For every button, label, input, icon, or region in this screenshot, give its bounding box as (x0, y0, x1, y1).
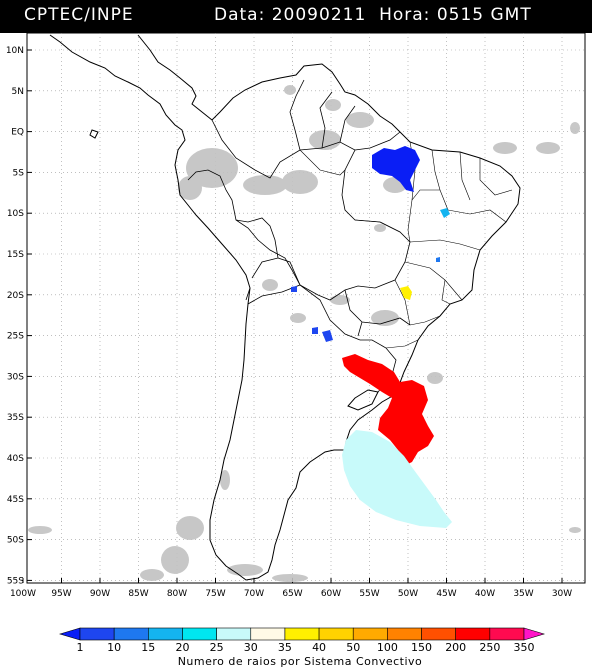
hour-value: 0515 (436, 5, 485, 25)
lat-label: 30S (7, 372, 24, 382)
date-time-label: Data: 20090211 Hora: 0515 GMT (214, 5, 532, 25)
lat-label: 15S (7, 250, 24, 260)
map-frame (26, 32, 586, 584)
date-value: 20090211 (271, 5, 367, 25)
lat-label: 55S (7, 576, 24, 586)
legend-caption: Numero de raios por Sistema Convectivo (177, 655, 423, 668)
legend-tick-label: 250 (479, 641, 500, 654)
legend-tick-label: 25 (210, 641, 224, 654)
lon-label: 100W (10, 589, 36, 599)
legend-tick-label: 100 (377, 641, 398, 654)
legend-tick-label: 200 (445, 641, 466, 654)
legend-swatch (387, 627, 422, 641)
lat-label: 35S (7, 413, 24, 423)
system-minas-yellow (400, 286, 412, 300)
lightning-systems (291, 146, 452, 528)
lon-label: 85W (128, 589, 148, 599)
legend-tick-label: 20 (175, 641, 189, 654)
legend-swatch (79, 627, 115, 641)
date-label: Data: (214, 5, 266, 25)
grid (22, 33, 585, 583)
lat-label: 10S (7, 209, 24, 219)
lon-label: 30W (552, 589, 572, 599)
legend-swatch (352, 627, 388, 641)
lon-label: 60W (321, 589, 341, 599)
legend-tick-label: 35 (278, 641, 292, 654)
latitude-labels: 10N 5N EQ 5S 10S 15S 20S 25S 30S 35S 40S 45S 50S 55S (6, 46, 24, 586)
legend-swatch (421, 627, 456, 641)
system-north-brazil (372, 146, 420, 192)
lon-label: 75W (205, 589, 225, 599)
system-east-brazil-small (440, 208, 450, 218)
system-paraguay-2 (322, 330, 333, 342)
legend-tick-label: 50 (346, 641, 360, 654)
legend-tick-label: 40 (312, 641, 326, 654)
lat-label: 50S (7, 536, 24, 546)
system-bolivia (291, 286, 297, 292)
legend-swatch (318, 627, 354, 641)
source-label: CPTEC/INPE (24, 5, 134, 25)
system-bahia-small (436, 257, 440, 262)
lat-label: 5S (13, 168, 25, 178)
system-paraguay-1 (312, 327, 318, 334)
lat-label: 25S (7, 332, 24, 342)
legend-swatch (284, 627, 320, 641)
state-borders (299, 141, 513, 349)
lon-label: 35W (513, 589, 533, 599)
legend-tick-label: 10 (107, 641, 121, 654)
country-borders (187, 79, 411, 393)
legend-tick-label: 350 (514, 641, 535, 654)
lat-label: 45S (7, 495, 24, 505)
lon-label: 70W (244, 589, 264, 599)
lat-label: 10N (6, 46, 24, 56)
lat-label: 40S (7, 454, 24, 464)
legend-swatch (455, 627, 491, 641)
lon-label: 40W (475, 589, 495, 599)
lon-label: 45W (436, 589, 456, 599)
legend-swatch (148, 627, 183, 641)
legend-swatch (489, 627, 525, 641)
legend-tick-label: 30 (244, 641, 258, 654)
cloud-cover (28, 85, 581, 582)
lon-label: 80W (167, 589, 187, 599)
lat-label: EQ (11, 128, 24, 138)
coastline (49, 34, 521, 581)
timezone: GMT (490, 5, 532, 25)
legend-swatch (216, 627, 252, 641)
system-south-red (342, 354, 434, 466)
legend-tick-label: 15 (141, 641, 155, 654)
lon-label: 90W (90, 589, 110, 599)
legend-arrow-right (523, 627, 546, 641)
lat-label: 20S (7, 291, 24, 301)
longitude-labels: 100W 95W 90W 85W 80W 75W 70W 65W 60W 55W 50W 45W 40W… (10, 589, 572, 599)
title-bar: CPTEC/INPE Data: 20090211 Hora: 0515 GMT (0, 0, 592, 33)
lat-label: 5N (12, 87, 24, 97)
lon-label: 65W (282, 589, 302, 599)
legend-tick-label: 150 (411, 641, 432, 654)
system-patagonia-light (342, 430, 452, 528)
legend-swatch (113, 627, 149, 641)
hour-label: Hora: (379, 5, 431, 25)
lon-label: 50W (398, 589, 418, 599)
legend-swatch (182, 627, 217, 641)
legend-swatch (250, 627, 286, 641)
lon-label: 55W (359, 589, 379, 599)
legend-arrow-left (58, 627, 81, 641)
lon-label: 95W (51, 589, 71, 599)
legend-tick-label: 1 (77, 641, 84, 654)
color-legend: 1 10 15 20 25 30 35 40 50 100 150 200 250 350 (58, 627, 546, 654)
